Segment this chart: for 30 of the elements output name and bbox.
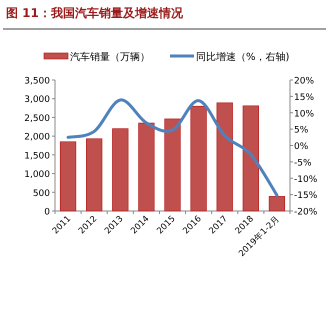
y2-tick-label: 0%: [294, 142, 309, 152]
bar: [60, 141, 76, 212]
y2-tick-label: 5%: [294, 126, 309, 136]
bar: [86, 138, 102, 212]
y-tick-label: 2,000: [24, 132, 50, 143]
y2-tick-label: 10%: [294, 109, 314, 120]
y-tick-label: 3,500: [24, 76, 50, 86]
y2-tick-label: -15%: [294, 191, 318, 202]
bar: [138, 122, 155, 212]
chart-title: 图 11：我国汽车销量及增速情况: [6, 6, 184, 20]
y2-tick-label: 15%: [294, 92, 314, 103]
bar: [190, 106, 207, 212]
y-tick-label: 2,500: [24, 114, 50, 124]
y-tick-label: 0: [44, 208, 50, 218]
y2-tick-label: -5%: [294, 158, 312, 168]
legend-label: 同比增速（%，右轴): [196, 51, 290, 63]
y-tick-label: 3,000: [24, 95, 50, 106]
y-tick-label: 500: [32, 188, 50, 199]
bar: [268, 196, 286, 212]
line-series: [66, 98, 278, 197]
bar: [242, 106, 259, 212]
legend-label: 汽车销量（万辆）: [70, 51, 150, 63]
bar: [216, 102, 233, 212]
bar: [164, 118, 181, 212]
y2-tick-label: -10%: [294, 174, 318, 185]
y-tick-label: 1,000: [24, 170, 50, 180]
y-tick-label: 1,500: [24, 151, 50, 162]
y2-tick-label: 20%: [294, 76, 314, 86]
y2-tick-label: -20%: [294, 208, 318, 218]
bar: [112, 128, 128, 212]
